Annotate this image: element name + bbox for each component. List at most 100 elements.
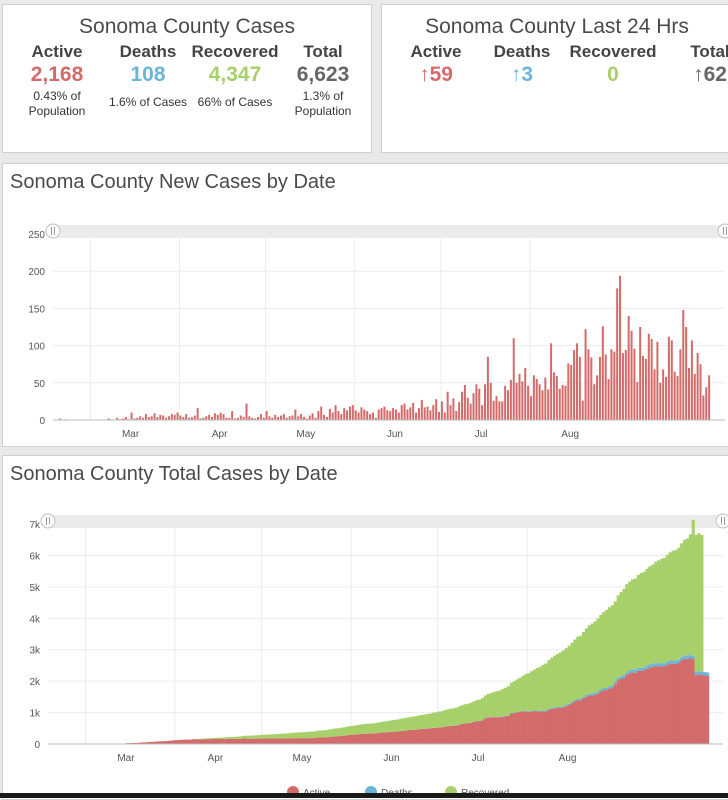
bar-segment-recovered[interactable] bbox=[695, 535, 698, 672]
bar-segment-recovered[interactable] bbox=[550, 658, 553, 708]
bar-segment-active[interactable] bbox=[493, 717, 496, 744]
bar[interactable] bbox=[447, 392, 449, 420]
bar[interactable] bbox=[622, 353, 624, 420]
bar-segment-active[interactable] bbox=[435, 728, 438, 744]
bar[interactable] bbox=[197, 408, 199, 420]
bar-segment-active[interactable] bbox=[484, 718, 487, 744]
bar[interactable] bbox=[587, 349, 589, 420]
bar-segment-recovered[interactable] bbox=[215, 738, 218, 739]
bar-segment-recovered[interactable] bbox=[666, 555, 669, 662]
bar-segment-active[interactable] bbox=[614, 684, 617, 744]
bar[interactable] bbox=[332, 413, 334, 420]
bar[interactable] bbox=[274, 415, 276, 420]
bar-segment-active[interactable] bbox=[195, 739, 198, 744]
bar[interactable] bbox=[217, 415, 219, 420]
bar-segment-recovered[interactable] bbox=[314, 731, 317, 738]
bar-segment-active[interactable] bbox=[703, 676, 706, 744]
bar-segment-recovered[interactable] bbox=[614, 601, 617, 681]
bar-segment-active[interactable] bbox=[602, 690, 605, 744]
bar[interactable] bbox=[205, 416, 207, 420]
bar-segment-active[interactable] bbox=[290, 738, 293, 744]
bar-segment-recovered[interactable] bbox=[207, 738, 210, 739]
bar[interactable] bbox=[280, 416, 282, 420]
bar-segment-recovered[interactable] bbox=[495, 691, 498, 717]
bar-segment-recovered[interactable] bbox=[420, 715, 423, 729]
bar-segment-active[interactable] bbox=[236, 739, 239, 744]
bar[interactable] bbox=[386, 410, 388, 420]
bar-segment-active[interactable] bbox=[305, 738, 308, 744]
bar-segment-recovered[interactable] bbox=[293, 733, 296, 738]
bar-segment-active[interactable] bbox=[409, 730, 412, 744]
bar-segment-active[interactable] bbox=[172, 740, 175, 744]
bar-segment-active[interactable] bbox=[622, 678, 625, 744]
bar[interactable] bbox=[450, 405, 452, 420]
bar[interactable] bbox=[674, 372, 676, 420]
bar-segment-deaths[interactable] bbox=[657, 663, 660, 666]
bar-segment-recovered[interactable] bbox=[461, 705, 464, 724]
bar-segment-deaths[interactable] bbox=[622, 675, 625, 678]
bar[interactable] bbox=[495, 396, 497, 420]
bar-segment-recovered[interactable] bbox=[660, 559, 663, 663]
bar-segment-active[interactable] bbox=[594, 695, 597, 744]
bar[interactable] bbox=[406, 410, 408, 420]
bar-segment-active[interactable] bbox=[692, 659, 695, 744]
bar-segment-recovered[interactable] bbox=[533, 669, 536, 710]
bar-segment-active[interactable] bbox=[628, 673, 631, 744]
bar-segment-active[interactable] bbox=[227, 739, 230, 744]
bar[interactable] bbox=[671, 340, 673, 420]
bar-segment-recovered[interactable] bbox=[449, 709, 452, 726]
bar-segment-recovered[interactable] bbox=[507, 686, 510, 715]
bar-segment-recovered[interactable] bbox=[493, 692, 496, 717]
bar-segment-recovered[interactable] bbox=[256, 735, 259, 738]
bar-segment-active[interactable] bbox=[455, 726, 458, 744]
bar-segment-active[interactable] bbox=[443, 727, 446, 744]
bar-segment-deaths[interactable] bbox=[680, 657, 683, 660]
bar-segment-recovered[interactable] bbox=[273, 734, 276, 738]
bar-segment-recovered[interactable] bbox=[233, 737, 236, 739]
bar-segment-active[interactable] bbox=[383, 732, 386, 744]
bar-segment-deaths[interactable] bbox=[628, 671, 631, 674]
bar-segment-active[interactable] bbox=[513, 713, 516, 744]
bar-segment-deaths[interactable] bbox=[570, 702, 573, 703]
bar-segment-active[interactable] bbox=[250, 739, 253, 744]
bar-segment-active[interactable] bbox=[695, 675, 698, 744]
bar-segment-active[interactable] bbox=[345, 735, 348, 744]
bar-segment-active[interactable] bbox=[192, 739, 195, 744]
bar[interactable] bbox=[573, 350, 575, 420]
bar[interactable] bbox=[427, 407, 429, 420]
bar-segment-recovered[interactable] bbox=[354, 725, 357, 734]
bar[interactable] bbox=[544, 378, 546, 420]
bar[interactable] bbox=[145, 414, 147, 420]
bar[interactable] bbox=[478, 389, 480, 420]
bar-segment-recovered[interactable] bbox=[345, 727, 348, 735]
bar-segment-recovered[interactable] bbox=[472, 701, 475, 721]
bar-segment-recovered[interactable] bbox=[585, 628, 588, 695]
bar-segment-active[interactable] bbox=[533, 711, 536, 744]
bar-segment-recovered[interactable] bbox=[290, 733, 293, 738]
bar[interactable] bbox=[185, 414, 187, 420]
bar[interactable] bbox=[527, 386, 529, 420]
bar-segment-deaths[interactable] bbox=[645, 666, 648, 669]
bar-segment-deaths[interactable] bbox=[596, 692, 599, 694]
bar[interactable] bbox=[697, 353, 699, 420]
bar-segment-active[interactable] bbox=[660, 666, 663, 744]
bar[interactable] bbox=[260, 414, 262, 420]
bar-segment-recovered[interactable] bbox=[628, 582, 631, 671]
bar-segment-recovered[interactable] bbox=[305, 732, 308, 738]
bar-segment-active[interactable] bbox=[666, 665, 669, 744]
bar-segment-active[interactable] bbox=[293, 738, 296, 744]
bar-segment-recovered[interactable] bbox=[288, 733, 291, 738]
bar-segment-recovered[interactable] bbox=[669, 552, 672, 660]
bar[interactable] bbox=[679, 349, 681, 420]
bar[interactable] bbox=[389, 411, 391, 420]
bar-segment-recovered[interactable] bbox=[267, 735, 270, 739]
bar-segment-recovered[interactable] bbox=[417, 715, 420, 729]
bar[interactable] bbox=[369, 414, 371, 420]
bar-segment-recovered[interactable] bbox=[227, 737, 230, 739]
bar-segment-active[interactable] bbox=[573, 702, 576, 744]
bar[interactable] bbox=[639, 327, 641, 420]
bar-segment-recovered[interactable] bbox=[504, 688, 507, 716]
bar-segment-active[interactable] bbox=[213, 739, 216, 744]
bar-segment-active[interactable] bbox=[207, 739, 210, 744]
bar-segment-recovered[interactable] bbox=[340, 728, 343, 736]
